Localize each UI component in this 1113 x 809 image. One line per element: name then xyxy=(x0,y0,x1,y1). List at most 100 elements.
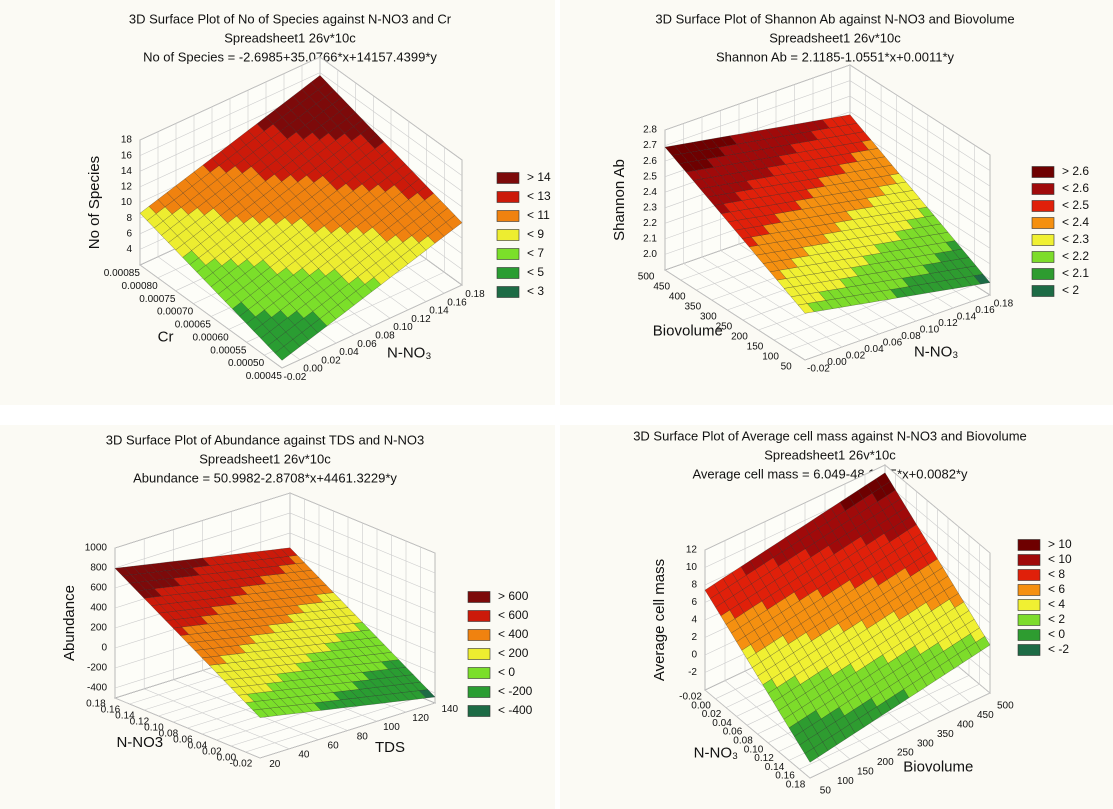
legend-label: < 2.3 xyxy=(1062,232,1089,246)
y-tick-label: 0.02 xyxy=(202,747,222,758)
x-tick-label: 0.04 xyxy=(864,344,884,355)
legend-swatch xyxy=(496,172,520,184)
legend-swatch xyxy=(496,267,520,279)
z-tick-label: 2 xyxy=(691,632,697,643)
legend-swatch xyxy=(1031,268,1055,280)
x-tick-label: -0.02 xyxy=(679,691,702,702)
x-tick-label: -0.02 xyxy=(807,363,830,374)
legend-label: < 2.2 xyxy=(1062,249,1089,263)
chart-title: Spreadsheet1 26v*10c xyxy=(764,447,896,462)
y-axis-title: Cr xyxy=(158,328,174,345)
legend-swatch xyxy=(1017,614,1041,626)
chart-title: No of Species = -2.6985+35.0766*x+14157.… xyxy=(143,49,437,64)
grid-line xyxy=(704,550,811,779)
legend-swatch xyxy=(1031,200,1055,212)
legend-swatch xyxy=(496,286,520,298)
y-axis-title: Biovolume xyxy=(653,323,723,340)
z-tick-label: 10 xyxy=(121,197,133,208)
x-tick-label: 40 xyxy=(298,750,310,761)
x-tick-label: 0.04 xyxy=(712,718,732,729)
x-tick-label: 0.10 xyxy=(393,322,413,333)
legend-swatch xyxy=(467,686,491,698)
z-tick-label: 2.2 xyxy=(643,218,657,229)
legend-label: < 7 xyxy=(527,246,544,260)
x-tick-label: 0.08 xyxy=(733,735,753,746)
legend-label: < 2.5 xyxy=(1062,198,1089,212)
y-axis-title: Biovolume xyxy=(903,759,973,776)
x-tick-label: 0.02 xyxy=(702,709,722,720)
chart-title: Abundance = 50.9982-2.8708*x+4461.3229*y xyxy=(133,470,397,485)
x-axis-title: N-NO₃ xyxy=(694,745,738,762)
z-tick-label: 2.0 xyxy=(643,249,657,260)
legend-label: < 13 xyxy=(527,189,551,203)
surface-cell xyxy=(975,636,991,652)
legend-swatch xyxy=(467,629,491,641)
legend-swatch xyxy=(1031,217,1055,229)
y-tick-label: 200 xyxy=(877,757,894,768)
x-axis-title: TDS xyxy=(375,739,405,756)
legend-swatch xyxy=(1017,644,1041,656)
y-tick-label: 400 xyxy=(669,291,686,302)
y-tick-label: 200 xyxy=(731,331,748,342)
grid-line xyxy=(664,64,991,156)
y-tick-label: 400 xyxy=(957,719,974,730)
x-tick-label: 0.08 xyxy=(375,331,395,342)
chart-title: Spreadsheet1 26v*10c xyxy=(769,30,901,45)
z-axis-title: Abundance xyxy=(61,585,78,661)
legend-swatch xyxy=(1017,554,1041,566)
chart-title: Shannon Ab = 2.1185-1.0551*x+0.0011*y xyxy=(716,49,955,64)
y-tick-label: 450 xyxy=(977,710,994,721)
legend-label: > 600 xyxy=(498,589,529,603)
grid-line xyxy=(114,512,436,574)
x-tick-label: -0.02 xyxy=(284,372,307,383)
z-tick-label: -400 xyxy=(87,683,107,694)
legend-swatch xyxy=(1017,569,1041,581)
x-tick-label: 0.04 xyxy=(339,347,359,358)
legend-swatch xyxy=(496,210,520,222)
legend-label: > 14 xyxy=(527,170,551,184)
x-tick-label: 0.18 xyxy=(994,298,1014,309)
legend-label: < -2 xyxy=(1048,642,1069,656)
z-tick-label: 2.3 xyxy=(643,202,657,213)
legend-swatch xyxy=(1017,599,1041,611)
legend-label: < -400 xyxy=(498,703,533,717)
grid-line xyxy=(281,160,463,369)
x-tick-label: 0.00 xyxy=(691,700,711,711)
z-tick-label: 2.1 xyxy=(643,234,657,245)
legend-swatch xyxy=(496,248,520,260)
legend-label: < 2 xyxy=(1048,612,1065,626)
legend-label: < 200 xyxy=(498,646,529,660)
legend-label: < 2 xyxy=(1062,283,1079,297)
y-tick-label: 0.00065 xyxy=(175,320,212,331)
x-tick-label: 20 xyxy=(269,759,281,770)
legend-label: < 5 xyxy=(527,265,544,279)
x-tick-label: 0.12 xyxy=(938,318,958,329)
y-tick-label: 0.00085 xyxy=(104,268,141,279)
x-tick-label: 80 xyxy=(357,731,369,742)
x-tick-label: 0.16 xyxy=(447,297,467,308)
legend-swatch xyxy=(467,705,491,717)
z-tick-label: 4 xyxy=(691,615,697,626)
legend-swatch xyxy=(1031,285,1055,297)
grid-line xyxy=(259,553,436,759)
z-tick-label: 12 xyxy=(686,545,698,556)
y-tick-label: 350 xyxy=(937,729,954,740)
legend-swatch xyxy=(1017,629,1041,641)
x-axis-title: N-NO₃ xyxy=(387,344,431,361)
x-tick-label: 0.00 xyxy=(303,364,323,375)
y-tick-label: 50 xyxy=(781,361,793,372)
z-tick-label: 2.6 xyxy=(643,156,657,167)
y-tick-label: 500 xyxy=(638,271,655,282)
y-tick-label: 0.00080 xyxy=(122,281,159,292)
x-tick-label: 0.14 xyxy=(957,311,977,322)
z-axis-title: Shannon Ab xyxy=(611,159,628,241)
z-tick-label: 10 xyxy=(686,562,698,573)
x-tick-label: 0.16 xyxy=(775,771,795,782)
legend-label: < 6 xyxy=(1048,582,1065,596)
x-tick-label: 0.08 xyxy=(901,331,921,342)
x-tick-label: 0.14 xyxy=(765,762,785,773)
legend-label: < 3 xyxy=(527,284,544,298)
surface-cell xyxy=(280,547,298,557)
z-tick-label: 8 xyxy=(691,580,697,591)
y-tick-label: 0.00070 xyxy=(157,307,194,318)
